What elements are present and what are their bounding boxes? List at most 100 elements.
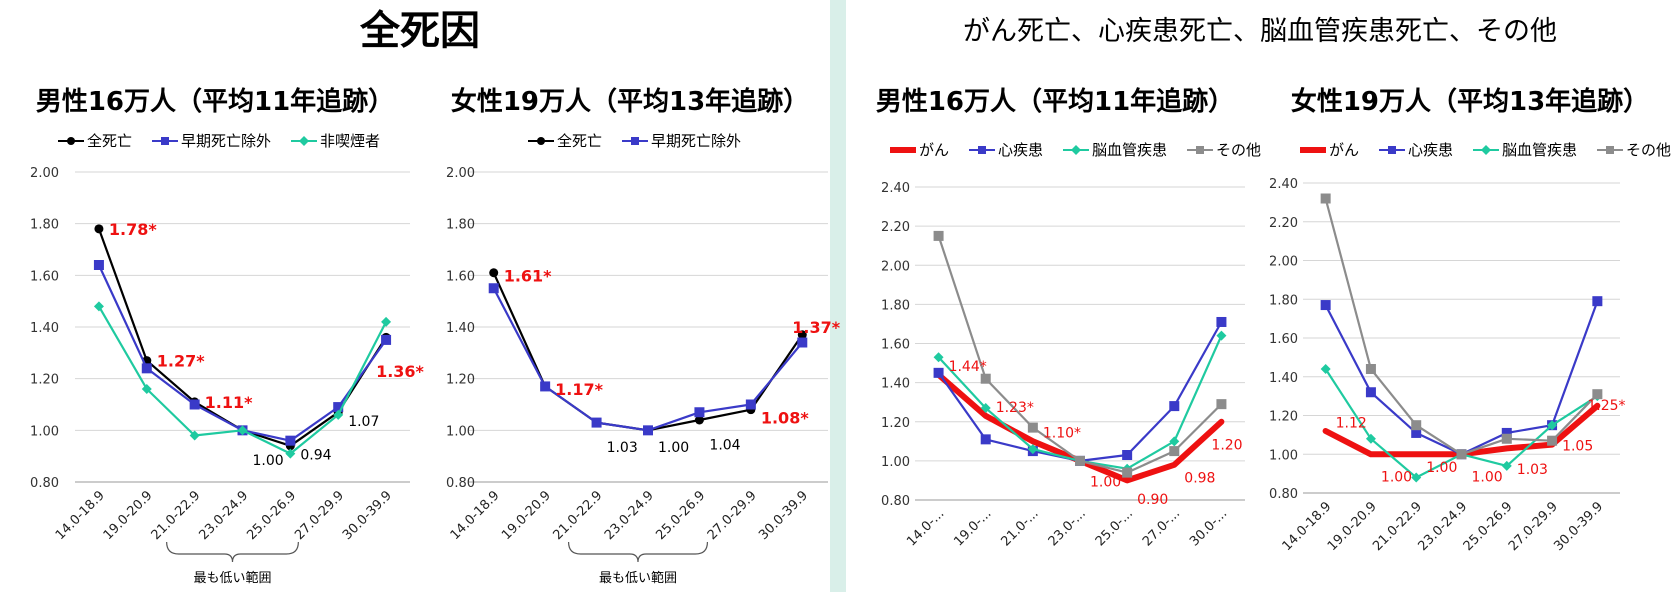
chart1-data-label: 1.78* — [109, 220, 157, 239]
chart3-data-label: 1.44* — [949, 359, 987, 375]
chart1-data-point — [189, 399, 200, 410]
chart1-y-tick-label: 1.60 — [30, 269, 59, 284]
chart1-legend-marker — [299, 136, 309, 146]
chart3-x-tick-label: 30.0-... — [1187, 506, 1230, 549]
chart2-series-line-1 — [492, 271, 804, 432]
chart1-y-tick-label: 1.80 — [30, 218, 59, 233]
chart3-data-point — [1216, 399, 1227, 410]
chart1-data-point — [141, 363, 152, 374]
chart4-y-tick-label: 1.40 — [1269, 371, 1298, 386]
chart3-x-tick-label: 25.0-... — [1093, 506, 1136, 549]
chart2-data-label: 1.00 — [658, 440, 689, 456]
chart4-data-point — [1456, 449, 1467, 460]
chart4-data-point — [1320, 193, 1331, 204]
chart2-y-tick-label: 1.80 — [446, 218, 475, 233]
chart1-data-point — [381, 334, 392, 345]
chart4-data-label: 1.00 — [1426, 460, 1457, 476]
chart4-data-point — [1411, 420, 1422, 431]
chart1-data-point — [93, 301, 104, 312]
chart4-title: 女性19万人（平均13年追跡） — [1291, 86, 1649, 117]
chart4-y-tick-label: 2.40 — [1269, 177, 1298, 192]
chart1-legend-label: 全死亡 — [87, 132, 132, 150]
chart4-data-point — [1365, 364, 1376, 374]
chart3-x-tick-label: 14.0-... — [904, 506, 947, 549]
chart4-y-tick-label: 1.60 — [1269, 332, 1298, 347]
chart1-data-point — [141, 384, 152, 394]
chart2-data-label: 1.61* — [504, 266, 552, 285]
chart4-data-point — [1547, 420, 1558, 431]
chart1-data-label: 1.36* — [376, 362, 424, 381]
chart3-data-point — [1169, 401, 1180, 412]
chart2-data-point — [694, 415, 704, 425]
chart1-data-label: 1.00 — [253, 453, 284, 469]
chart4-data-point — [1592, 296, 1603, 307]
chart4-data-point — [1320, 300, 1331, 311]
chart3-data-label: 0.98 — [1184, 471, 1215, 487]
chart4-legend-marker — [1606, 146, 1614, 154]
chart4-data-label: 1.12 — [1336, 415, 1367, 431]
chart1-data-point — [333, 409, 344, 420]
chart2-legend-marker — [631, 137, 639, 145]
chart2-x-tick-label: 23.0-24.9 — [602, 488, 657, 543]
chart4-y-tick-label: 1.80 — [1269, 293, 1298, 308]
chart3-data-point — [1122, 450, 1133, 461]
chart3-data-label: 0.90 — [1137, 492, 1168, 508]
chart1-x-tick-label: 27.0-29.9 — [292, 488, 347, 543]
chart2-x-tick-label: 30.0-39.9 — [756, 488, 811, 543]
chart3-data-point — [1169, 446, 1180, 457]
chart2-data-point — [797, 330, 807, 340]
chart1-x-tick-label: 30.0-39.9 — [340, 488, 395, 543]
chart2-y-tick-label: 0.80 — [446, 476, 475, 491]
chart4-x-tick-label: 30.0-39.9 — [1551, 499, 1606, 554]
chart2-y-tick-label: 1.20 — [446, 373, 475, 388]
chart3-y-tick-label: 1.20 — [881, 416, 910, 431]
chart1-y-tick-label: 1.00 — [30, 424, 59, 439]
chart4-legend-marker — [1481, 145, 1491, 155]
chart3-y-tick-label: 2.20 — [881, 220, 910, 235]
chart1-title: 男性16万人（平均11年追跡） — [36, 86, 394, 117]
chart1-x-tick-label: 25.0-26.9 — [244, 488, 299, 543]
chart1-range-bracket — [166, 541, 299, 563]
chart2-data-label: 1.37* — [792, 318, 840, 337]
chart1-data-point — [93, 260, 104, 270]
chart2-series-line-2 — [492, 287, 804, 432]
chart2-data-point — [797, 337, 808, 348]
chart3-y-tick-label: 1.40 — [881, 377, 910, 392]
chart3-x-tick-label: 21.0-... — [999, 506, 1042, 549]
chart1-data-point — [333, 402, 344, 413]
chart1-data-point — [381, 316, 392, 327]
chart4-y-tick-label: 2.20 — [1269, 216, 1298, 231]
chart1-legend-label: 非喫煙者 — [320, 132, 380, 150]
chart2-data-label: 1.08* — [761, 408, 809, 427]
chart1-y-tick-label: 1.40 — [30, 321, 59, 336]
chart3-x-tick-label: 23.0-... — [1046, 506, 1089, 549]
chart2-data-point — [488, 283, 499, 294]
chart3-data-point — [980, 403, 991, 414]
chart4-data-label: 1.00 — [1472, 470, 1503, 486]
chart4-data-label: 1.25* — [1587, 398, 1625, 414]
chart3-data-point — [1075, 455, 1085, 466]
chart1-data-label: 1.11* — [205, 393, 253, 412]
chart2-x-tick-label: 21.0-22.9 — [551, 488, 606, 543]
chart2-y-tick-label: 1.60 — [446, 269, 475, 284]
chart2-title: 女性19万人（平均13年追跡） — [451, 86, 809, 117]
chart2-data-point — [489, 268, 499, 278]
chart2-data-label: 1.04 — [709, 437, 740, 453]
chart2-data-label: 1.03 — [607, 440, 638, 456]
chart3-data-point — [980, 373, 991, 384]
chart3-x-tick-label: 19.0-... — [951, 506, 994, 549]
chart3-legend-label: 心疾患 — [998, 141, 1043, 159]
left-figure-title: 全死因 — [359, 8, 480, 54]
chart2-data-label: 1.17* — [555, 380, 603, 399]
chart3-data-label: 1.00 — [1090, 474, 1121, 490]
chart1-x-tick-label: 23.0-24.9 — [196, 488, 251, 543]
chart4-data-point — [1501, 433, 1512, 444]
chart2-data-point — [694, 407, 705, 418]
chart4-legend-marker — [1388, 146, 1396, 154]
chart2-data-point — [540, 381, 551, 392]
chart3-data-label: 1.20 — [1211, 437, 1242, 453]
chart1-bracket-label: 最も低い範囲 — [193, 571, 271, 586]
chart2-legend-label: 全死亡 — [557, 132, 602, 150]
chart2-data-point — [643, 425, 653, 436]
